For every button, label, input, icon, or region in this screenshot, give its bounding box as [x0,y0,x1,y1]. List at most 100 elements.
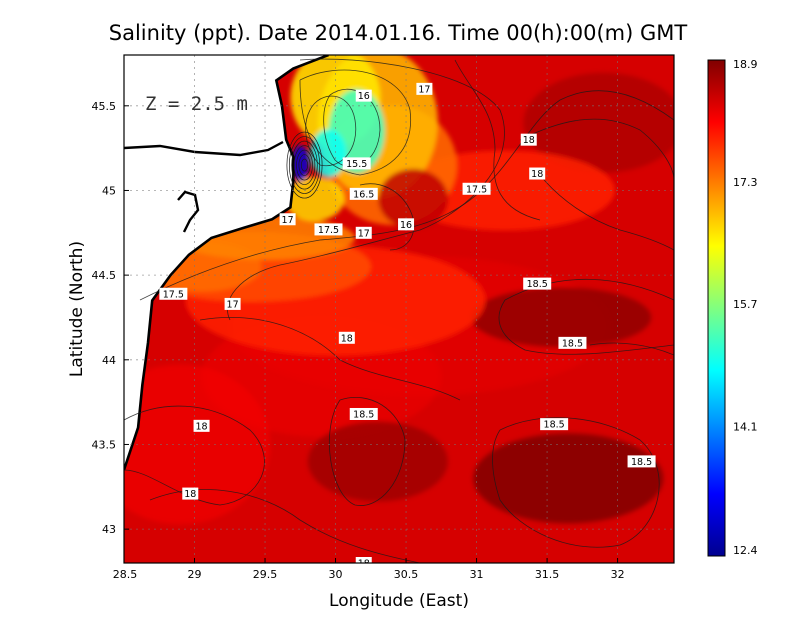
colorbar-ticks: 18.9 17.3 15.7 14.1 12.4 [733,58,758,557]
contour-line [329,397,406,506]
contour-label-box [279,213,296,226]
contour-label: 17 [418,84,430,95]
contour-label-box [349,187,378,200]
contour-label: 17 [282,215,294,226]
y-tick-label: 44 [102,354,116,367]
contour-label: 18 [341,333,353,344]
contour-label: 18 [358,559,370,570]
contour-label: 16 [358,91,370,102]
contour-label-box [159,287,188,300]
contour-label-box [558,336,587,349]
colorbar-gradient [707,59,726,557]
contour-line [296,149,313,181]
y-tick-label: 43 [102,523,116,536]
contour-label: 17 [358,228,370,239]
colorbar-tick-label: 12.4 [733,544,758,557]
x-tick-label: 31.5 [535,568,560,581]
grid-lines [124,55,674,563]
contour-line [124,405,265,506]
field-patch [473,433,664,524]
contour-label-box [398,218,415,231]
contour-label: 18 [184,489,196,500]
contour-labels: 16 17 18 18 15.5 16.5 17.5 17 17.5 17 16 17.5 17 18.5… [159,82,656,570]
x-tick-label: 29 [188,568,202,581]
contour-label-box [416,82,433,95]
contour-label: 18 [531,169,543,180]
contour-label: 15.5 [346,159,367,170]
contour-label-box [355,226,372,239]
contour-label: 17.5 [466,184,487,195]
x-axis-ticks: 28.5 29 29.5 30 30.5 31 31.5 32 [113,558,625,581]
contour-label: 18.5 [544,420,565,431]
x-tick-label: 30 [329,568,343,581]
contour-line [293,145,316,185]
contour-label-box [342,157,371,170]
contour-line [199,317,461,401]
x-tick-label: 29.5 [253,568,278,581]
depth-annotation: Z = 2.5 m [145,93,248,115]
contour-label-box [349,407,378,420]
contour-line [299,69,412,176]
contour-label: 18 [196,421,208,432]
y-axis-label: Latitude (North) [67,241,87,377]
contour-line [291,140,318,190]
field-patch [378,168,449,229]
contour-line [298,154,311,176]
field-blend [124,55,674,525]
contour-label-box [182,487,199,500]
y-tick-label: 43.5 [92,438,117,451]
colorbar: 18.9 17.3 15.7 14.1 12.4 [707,58,758,557]
contour-label-box [224,297,241,310]
field-patch [307,421,448,502]
x-tick-label: 30.5 [394,568,419,581]
salinity-field [124,55,674,563]
land-area [124,55,329,563]
contour-label-box [355,89,372,102]
x-tick-label: 31 [470,568,484,581]
contour-label-box [338,331,355,344]
contour-label-box [523,277,552,290]
x-axis-label: Longitude (East) [329,591,469,611]
contour-label: 18.5 [562,338,583,349]
field-patch [124,364,271,525]
contour-line [539,174,674,251]
colorbar-tick-label: 14.1 [733,420,758,433]
lagoon-shore [177,190,200,233]
contour-label: 16 [400,220,412,231]
colorbar-tick-label: 15.7 [733,298,758,311]
y-tick-label: 44.5 [92,269,117,282]
contour-line [300,158,309,172]
contour-label: 16.5 [353,189,374,200]
y-tick-label: 45.5 [92,100,117,113]
contour-line [519,118,674,181]
contour-label-box [529,167,546,180]
chart-title: Salinity (ppt). Date 2014.01.16. Time 00… [109,21,688,45]
plot-frame [123,54,675,564]
contour-label: 18.5 [631,457,652,468]
contour-label-box [520,133,537,146]
contour-line [498,278,674,355]
contour-label-box [627,455,656,468]
contour-label-box [193,419,210,432]
colorbar-tick-label: 17.3 [733,176,758,189]
contour-label: 17.5 [163,289,184,300]
contour-label: 17 [227,299,239,310]
contour-line [286,131,323,199]
contour-line [288,136,321,194]
x-tick-label: 28.5 [113,568,138,581]
contour-label-box [540,418,569,431]
contour-label: 18.5 [353,409,374,420]
contour-label: 18 [523,135,535,146]
contour-line [139,90,674,301]
y-axis-ticks: 43 43.5 44 44.5 45 45.5 [92,100,129,536]
contour-label-box [462,182,491,195]
y-tick-label: 45 [102,184,116,197]
plot-area: 16 17 18 18 15.5 16.5 17.5 17 17.5 17 16 17.5 17 18.5… [124,55,674,570]
contour-label-box [314,223,343,236]
coastline [124,55,329,471]
land-mask [124,55,329,563]
lake-shore [124,140,284,157]
field-patch [284,176,345,221]
contour-label: 17.5 [318,225,339,236]
